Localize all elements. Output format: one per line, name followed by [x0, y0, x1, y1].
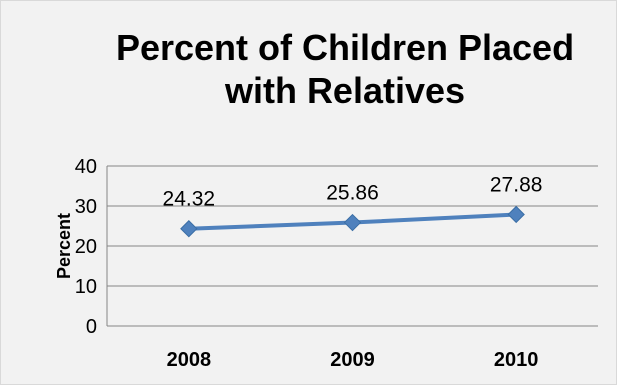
data-label-2009: 25.86: [326, 182, 379, 205]
y-tick-label-10: 10: [75, 276, 97, 298]
y-tick-label-20: 20: [75, 236, 97, 258]
x-tick-label-2010: 2010: [494, 349, 539, 371]
y-axis-label: Percent: [54, 213, 74, 279]
data-labels: 24.32 25.86 27.88: [163, 173, 543, 210]
data-label-2010: 27.88: [490, 173, 543, 196]
x-tick-label-2009: 2009: [330, 349, 375, 371]
data-point-2009: [343, 213, 362, 232]
y-tick-label-40: 40: [75, 156, 97, 178]
series-group: [180, 205, 525, 238]
data-label-2008: 24.32: [163, 188, 216, 211]
gridlines: [106, 165, 598, 327]
y-axis-ticks: 0 10 20 30 40: [75, 156, 97, 338]
y-tick-label-30: 30: [75, 196, 97, 218]
chart-title-line-2: with Relatives: [224, 70, 465, 111]
x-tick-label-2008: 2008: [167, 349, 212, 371]
chart-title-line-1: Percent of Children Placed: [116, 27, 574, 68]
y-tick-label-0: 0: [86, 316, 97, 338]
data-point-2008: [180, 220, 198, 238]
x-axis-ticks: 2008 2009 2010: [167, 349, 539, 371]
data-point-2010: [507, 205, 525, 224]
